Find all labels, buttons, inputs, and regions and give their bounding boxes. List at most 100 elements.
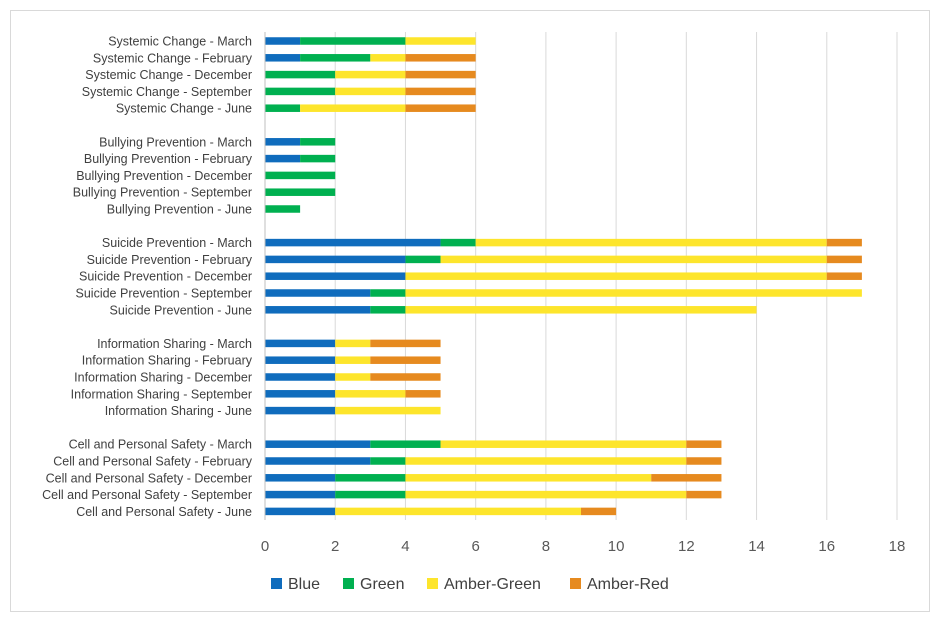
bar-blue-14: [265, 272, 406, 280]
bar-blue-21: [265, 390, 336, 398]
bar-blue-15: [265, 289, 371, 297]
category-label: Bullying Prevention - February: [84, 152, 253, 166]
bar-amber-red-3: [405, 87, 476, 96]
bar-blue-13: [265, 255, 406, 264]
bar-blue-19: [265, 356, 336, 364]
category-label: Bullying Prevention - March: [99, 135, 252, 149]
bar-green-2: [265, 70, 336, 79]
bar-blue-7: [265, 154, 301, 163]
category-label: Systemic Change - June: [116, 102, 252, 116]
x-tick-label: 16: [818, 538, 835, 555]
category-label: Information Sharing - March: [97, 337, 252, 351]
bar-amber-green-22: [335, 406, 441, 415]
category-label: Suicide Prevention - February: [87, 253, 253, 267]
bar-green-15: [370, 289, 406, 297]
category-label: Information Sharing - September: [71, 387, 252, 401]
bar-amber-red-27: [686, 490, 722, 499]
bar-blue-16: [265, 306, 371, 314]
legend-swatch-blue: [271, 578, 282, 589]
bar-green-27: [335, 490, 406, 499]
category-label: Cell and Personal Safety - December: [46, 471, 252, 485]
category-label: Systemic Change - March: [108, 35, 252, 49]
bar-blue-20: [265, 373, 336, 381]
x-tick-label: 4: [401, 538, 409, 555]
x-tick-label: 0: [261, 538, 269, 555]
bar-green-24: [370, 440, 441, 448]
bar-amber-green-1: [370, 54, 406, 62]
bar-blue-6: [265, 138, 301, 146]
category-label: Systemic Change - December: [85, 68, 252, 82]
bar-amber-green-26: [405, 474, 652, 482]
bar-green-1: [300, 54, 371, 62]
legend-swatch-amber-red: [570, 578, 581, 589]
category-label: Information Sharing - December: [74, 371, 252, 385]
legend-label-amber-green: Amber-Green: [444, 576, 541, 593]
legend-swatch-amber-green: [427, 578, 438, 589]
bar-green-8: [265, 171, 336, 180]
bar-green-10: [265, 205, 301, 213]
bar-green-9: [265, 188, 336, 196]
category-label: Systemic Change - September: [82, 85, 252, 99]
category-label: Cell and Personal Safety - June: [76, 505, 252, 519]
bar-amber-red-13: [826, 255, 862, 264]
bar-blue-22: [265, 406, 336, 415]
category-label: Suicide Prevention - March: [102, 236, 252, 250]
bar-amber-red-18: [370, 339, 441, 348]
bar-amber-green-15: [405, 289, 862, 297]
bar-amber-red-24: [686, 440, 722, 448]
bar-amber-green-2: [335, 70, 406, 79]
bar-green-4: [265, 104, 301, 112]
bar-blue-0: [265, 37, 301, 45]
bar-amber-red-12: [826, 238, 862, 247]
bar-amber-red-14: [826, 272, 862, 280]
bar-amber-red-2: [405, 70, 476, 79]
bar-blue-12: [265, 238, 441, 247]
bar-blue-27: [265, 490, 336, 499]
legend-label-amber-red: Amber-Red: [587, 576, 669, 593]
bar-amber-green-28: [335, 507, 581, 516]
bar-amber-red-21: [405, 390, 441, 398]
category-label: Cell and Personal Safety - March: [69, 438, 252, 452]
x-tick-label: 6: [471, 538, 479, 555]
bar-amber-green-21: [335, 390, 406, 398]
bar-amber-green-3: [335, 87, 406, 96]
bar-amber-green-20: [335, 373, 371, 381]
x-tick-labels: 0 2 4 6 8 10 12 14 16 18: [261, 538, 906, 555]
bar-green-25: [370, 457, 406, 465]
bar-blue-28: [265, 507, 336, 516]
bar-green-0: [300, 37, 406, 45]
bar-blue-24: [265, 440, 371, 448]
bar-blue-26: [265, 474, 336, 482]
x-tick-label: 14: [748, 538, 765, 555]
legend-label-blue: Blue: [288, 576, 320, 593]
bar-amber-green-14: [405, 272, 827, 280]
category-label: Suicide Prevention - December: [79, 270, 252, 284]
bar-amber-green-12: [475, 238, 827, 247]
bar-blue-18: [265, 339, 336, 348]
bar-green-26: [335, 474, 406, 482]
bar-green-13: [405, 255, 441, 264]
bar-green-6: [300, 138, 336, 146]
x-tick-label: 8: [542, 538, 550, 555]
bar-amber-green-0: [405, 37, 476, 45]
legend: Blue Green Amber-Green Amber-Red: [271, 576, 669, 593]
bar-amber-green-24: [440, 440, 687, 448]
x-tick-label: 10: [608, 538, 625, 555]
bar-green-12: [440, 238, 476, 247]
category-label: Bullying Prevention - December: [76, 169, 252, 183]
bar-green-16: [370, 306, 406, 314]
category-label: Cell and Personal Safety - February: [53, 455, 252, 469]
x-tick-label: 12: [678, 538, 695, 555]
bar-amber-green-18: [335, 339, 371, 348]
bar-blue-1: [265, 54, 301, 62]
bar-amber-green-25: [405, 457, 687, 465]
bar-green-3: [265, 87, 336, 96]
category-label: Bullying Prevention - September: [73, 186, 252, 200]
category-labels: Systemic Change - March Systemic Change -…: [42, 35, 253, 519]
category-label: Cell and Personal Safety - September: [42, 488, 252, 502]
legend-label-green: Green: [360, 576, 404, 593]
category-label: Information Sharing - June: [105, 404, 252, 418]
bar-amber-green-13: [440, 255, 827, 264]
bar-amber-red-26: [651, 474, 722, 482]
